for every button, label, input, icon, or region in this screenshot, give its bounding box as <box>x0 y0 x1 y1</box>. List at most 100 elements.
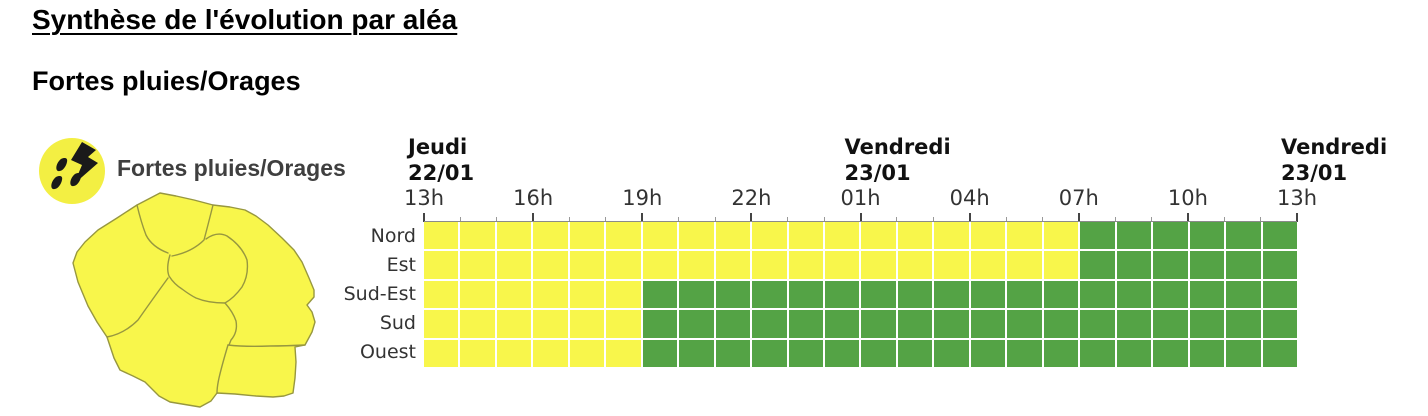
hour-tick-label: 13h <box>403 186 445 210</box>
timeline-cell <box>825 222 860 250</box>
timeline-cell <box>1262 251 1297 279</box>
hour-tick-label: 07h <box>1058 186 1099 210</box>
section-heading: Fortes pluies/Orages <box>32 66 301 96</box>
timeline-cell <box>752 251 787 279</box>
region-boundary <box>205 233 249 304</box>
timeline-cell <box>1262 280 1297 309</box>
timeline-cell <box>424 310 459 338</box>
timeline-cell <box>1226 251 1261 279</box>
timeline-cell <box>788 339 824 367</box>
timeline-cell <box>1226 310 1261 338</box>
timeline-cell <box>825 280 860 309</box>
timeline-cell <box>1226 222 1261 250</box>
timeline-cell <box>970 222 1006 250</box>
timeline-cell <box>788 251 824 279</box>
timeline-cell <box>1080 339 1115 367</box>
timeline-cell <box>606 251 641 279</box>
timeline-cell <box>752 280 787 309</box>
timeline-cell <box>533 310 568 338</box>
timeline-cell <box>424 280 459 309</box>
major-tick <box>532 213 535 222</box>
timeline-cell <box>897 310 933 338</box>
x-axis-line <box>424 221 1297 222</box>
timeline-cell <box>1189 280 1225 309</box>
timeline-cell <box>715 251 751 279</box>
minor-tick <box>459 217 461 222</box>
region-boundary <box>216 344 229 394</box>
timeline-cell <box>569 339 605 367</box>
timeline-cell <box>715 222 751 250</box>
timeline-cell <box>606 310 641 338</box>
day-name: Jeudi <box>408 135 468 159</box>
hazard-label: Fortes pluies/Orages <box>117 155 346 181</box>
region-boundary <box>167 254 226 304</box>
timeline-cell <box>752 339 787 367</box>
timeline-cell <box>788 310 824 338</box>
timeline-cell <box>1116 339 1152 367</box>
timeline-cell <box>1226 339 1261 367</box>
timeline-cell <box>1153 280 1188 309</box>
timeline-cell <box>934 310 969 338</box>
timeline-cell <box>1043 280 1079 309</box>
minor-tick <box>787 217 789 222</box>
timeline-cell <box>1189 222 1225 250</box>
timeline-cell <box>970 339 1006 367</box>
timeline-cell <box>642 339 678 367</box>
row-label-sud: Sud <box>379 312 416 334</box>
timeline-cell <box>715 339 751 367</box>
timeline-cell <box>642 251 678 279</box>
timeline-cell <box>1116 310 1152 338</box>
major-tick <box>750 213 753 222</box>
timeline-cell <box>642 280 678 309</box>
minor-tick <box>1114 217 1116 222</box>
timeline-cell <box>861 339 896 367</box>
timeline-cell <box>1043 251 1079 279</box>
timeline-cell <box>1043 222 1079 250</box>
minor-tick <box>714 217 716 222</box>
minor-tick <box>1041 217 1043 222</box>
timeline-cell <box>569 251 605 279</box>
major-tick <box>1077 213 1080 222</box>
timeline-cell <box>460 280 495 309</box>
major-tick <box>968 213 971 222</box>
timeline-cell <box>970 280 1006 309</box>
timeline-cell <box>569 222 605 250</box>
timeline-cell <box>1153 310 1188 338</box>
major-tick <box>1296 213 1298 222</box>
timeline-cell <box>1007 222 1042 250</box>
region-boundary <box>227 344 306 348</box>
timeline-cell <box>788 222 824 250</box>
timeline-cell <box>897 222 933 250</box>
timeline-cell <box>533 222 568 250</box>
timeline-cell <box>861 310 896 338</box>
timeline-cell <box>934 339 969 367</box>
timeline-cell <box>424 222 459 250</box>
timeline-cell <box>1080 222 1115 250</box>
timeline-cell <box>897 280 933 309</box>
lightning-bolt-icon <box>71 142 98 184</box>
day-header: Jeudi 22/01 <box>408 134 474 186</box>
timeline-cell <box>825 251 860 279</box>
day-header: Vendredi 23/01 <box>1281 134 1387 186</box>
timeline-cell <box>460 310 495 338</box>
timeline-cell <box>642 222 678 250</box>
minor-tick <box>678 217 680 222</box>
timeline-cell <box>679 339 714 367</box>
timeline-cell <box>825 310 860 338</box>
timeline-cell <box>788 280 824 309</box>
day-date: 23/01 <box>844 161 911 185</box>
day-date: 23/01 <box>1281 161 1348 185</box>
timeline-cell <box>1189 310 1225 338</box>
island-outline <box>72 192 316 408</box>
timeline-cell <box>496 251 532 279</box>
timeline-cell <box>679 310 714 338</box>
timeline-cell <box>569 280 605 309</box>
region-boundary <box>136 204 169 254</box>
timeline-cell <box>934 251 969 279</box>
timeline-cell <box>1116 280 1152 309</box>
timeline-cell <box>1043 339 1079 367</box>
timeline-cell <box>679 251 714 279</box>
raindrop-icon <box>70 173 82 187</box>
heavy-rain-thunderstorm-icon <box>39 138 105 204</box>
